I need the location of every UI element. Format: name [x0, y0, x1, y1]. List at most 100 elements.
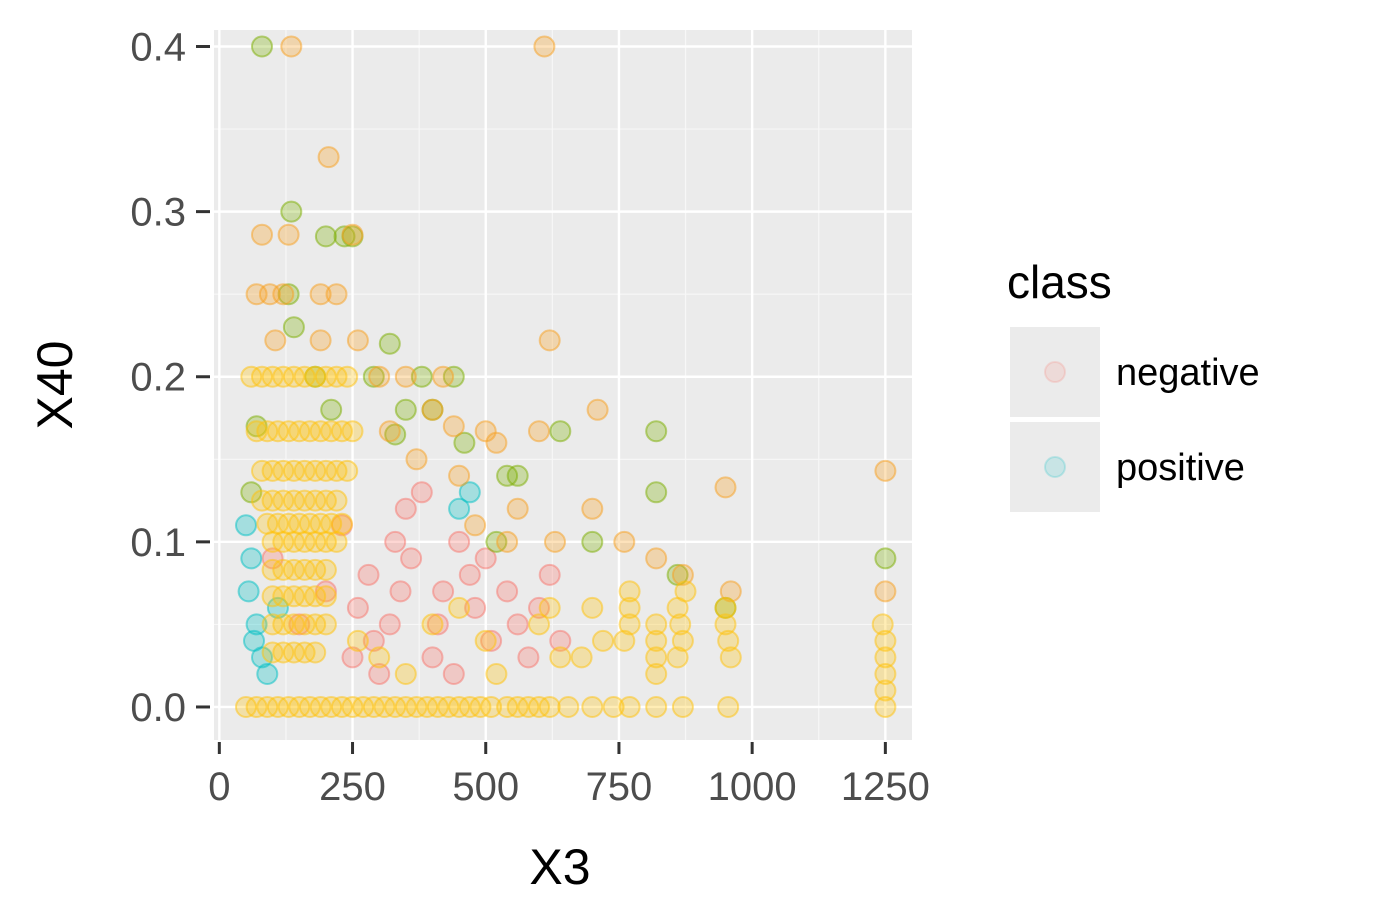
x-tick-label: 500 — [452, 765, 519, 809]
data-points — [235, 35, 897, 718]
point-orange-overlay — [309, 283, 332, 306]
point-gold-overlay — [538, 596, 561, 619]
point-negative — [346, 596, 369, 619]
point-gold-overlay — [304, 641, 327, 664]
point-gold-overlay — [717, 696, 740, 718]
point-negative — [357, 563, 380, 586]
x-tick-label: 1000 — [708, 765, 797, 809]
point-orange-overlay — [719, 580, 742, 603]
point-orange-overlay — [394, 365, 417, 388]
point-negative — [458, 563, 481, 586]
point-orange-overlay — [341, 223, 364, 246]
point-gold-overlay — [618, 696, 641, 718]
point-orange-overlay — [645, 547, 668, 570]
point-positive — [256, 663, 279, 685]
point-gold-overlay — [368, 646, 391, 669]
point-gold-overlay — [474, 629, 497, 652]
point-green-overlay — [333, 225, 356, 248]
point-gold-overlay — [671, 629, 694, 652]
point-orange-overlay — [671, 563, 694, 586]
point-green-overlay — [645, 481, 668, 504]
point-negative — [341, 646, 364, 669]
point-orange-overlay — [533, 35, 556, 58]
point-negative — [496, 580, 519, 603]
point-gold-overlay — [874, 679, 897, 702]
point-orange-overlay — [448, 464, 471, 487]
point-green-overlay — [320, 398, 343, 421]
y-axis-title: X40 — [27, 341, 83, 430]
point-orange-overlay — [874, 459, 897, 482]
point-green-overlay — [280, 200, 303, 223]
point-negative — [480, 629, 503, 652]
x-tick-label: 1250 — [841, 765, 930, 809]
point-orange-overlay — [378, 420, 401, 443]
point-orange-overlay — [485, 431, 508, 454]
y-tick-label: 0.3 — [130, 191, 186, 235]
point-gold-overlay — [346, 629, 369, 652]
point-green-overlay — [410, 365, 433, 388]
point-orange-overlay — [586, 398, 609, 421]
point-orange-overlay — [442, 415, 465, 438]
point-orange-overlay — [325, 283, 348, 306]
point-gold-overlay — [717, 629, 740, 652]
point-orange-overlay — [346, 329, 369, 352]
point-gold-overlay — [618, 580, 641, 603]
point-positive — [245, 613, 268, 636]
point-positive — [235, 514, 257, 537]
point-gold-overlay — [314, 585, 337, 608]
point-positive — [458, 481, 481, 504]
point-gold-overlay — [336, 365, 359, 388]
legend-swatch-positive — [1044, 456, 1066, 478]
point-gold-overlay — [528, 613, 550, 636]
point-gold-overlay — [666, 646, 689, 669]
point-positive — [240, 547, 263, 570]
point-orange-overlay — [251, 223, 273, 246]
y-axis: 0.0 0.1 0.2 0.3 0.4 — [130, 26, 210, 730]
point-orange-overlay — [714, 476, 737, 499]
point-negative — [400, 547, 423, 570]
point-positive — [448, 497, 471, 520]
point-gold-overlay — [581, 596, 604, 619]
point-green-overlay — [581, 530, 604, 553]
point-gold-overlay — [341, 420, 364, 443]
point-gold-overlay — [538, 696, 561, 718]
point-green-overlay — [314, 225, 337, 248]
point-gold-overlay — [645, 696, 668, 718]
x-tick-label: 750 — [586, 765, 653, 809]
point-green-overlay — [277, 283, 300, 306]
point-gold-overlay — [592, 629, 614, 652]
point-negative — [474, 547, 497, 570]
point-negative — [448, 530, 471, 553]
point-negative — [389, 580, 412, 603]
point-gold-overlay — [618, 613, 641, 636]
legend-key-positive — [1010, 422, 1100, 512]
point-orange-overlay — [544, 530, 566, 553]
point-orange-overlay — [874, 580, 897, 603]
point-orange-overlay — [528, 420, 550, 443]
point-gold-overlay — [719, 646, 742, 669]
legend-label-positive: positive — [1116, 447, 1245, 489]
point-gold-overlay — [602, 696, 625, 718]
point-negative — [378, 613, 401, 636]
point-negative — [442, 663, 465, 685]
point-gold-overlay — [714, 596, 737, 619]
point-negative — [432, 580, 455, 603]
point-orange-overlay — [432, 365, 455, 388]
point-negative — [410, 481, 433, 504]
point-gold-overlay — [330, 512, 353, 535]
point-negative — [384, 530, 407, 553]
point-gold-overlay — [485, 663, 508, 685]
point-negative — [517, 646, 540, 669]
point-gold-overlay — [613, 629, 636, 652]
point-gold-overlay — [674, 580, 697, 603]
point-orange-overlay — [280, 35, 303, 58]
x-axis: 0 250 500 750 1000 1250 — [208, 742, 930, 809]
point-negative — [464, 596, 487, 619]
point-gold-overlay — [669, 613, 692, 636]
point-orange-overlay — [405, 448, 428, 471]
point-negative — [394, 497, 417, 520]
point-positive — [243, 629, 265, 652]
point-orange-overlay — [496, 530, 519, 553]
point-orange-overlay — [464, 514, 487, 537]
